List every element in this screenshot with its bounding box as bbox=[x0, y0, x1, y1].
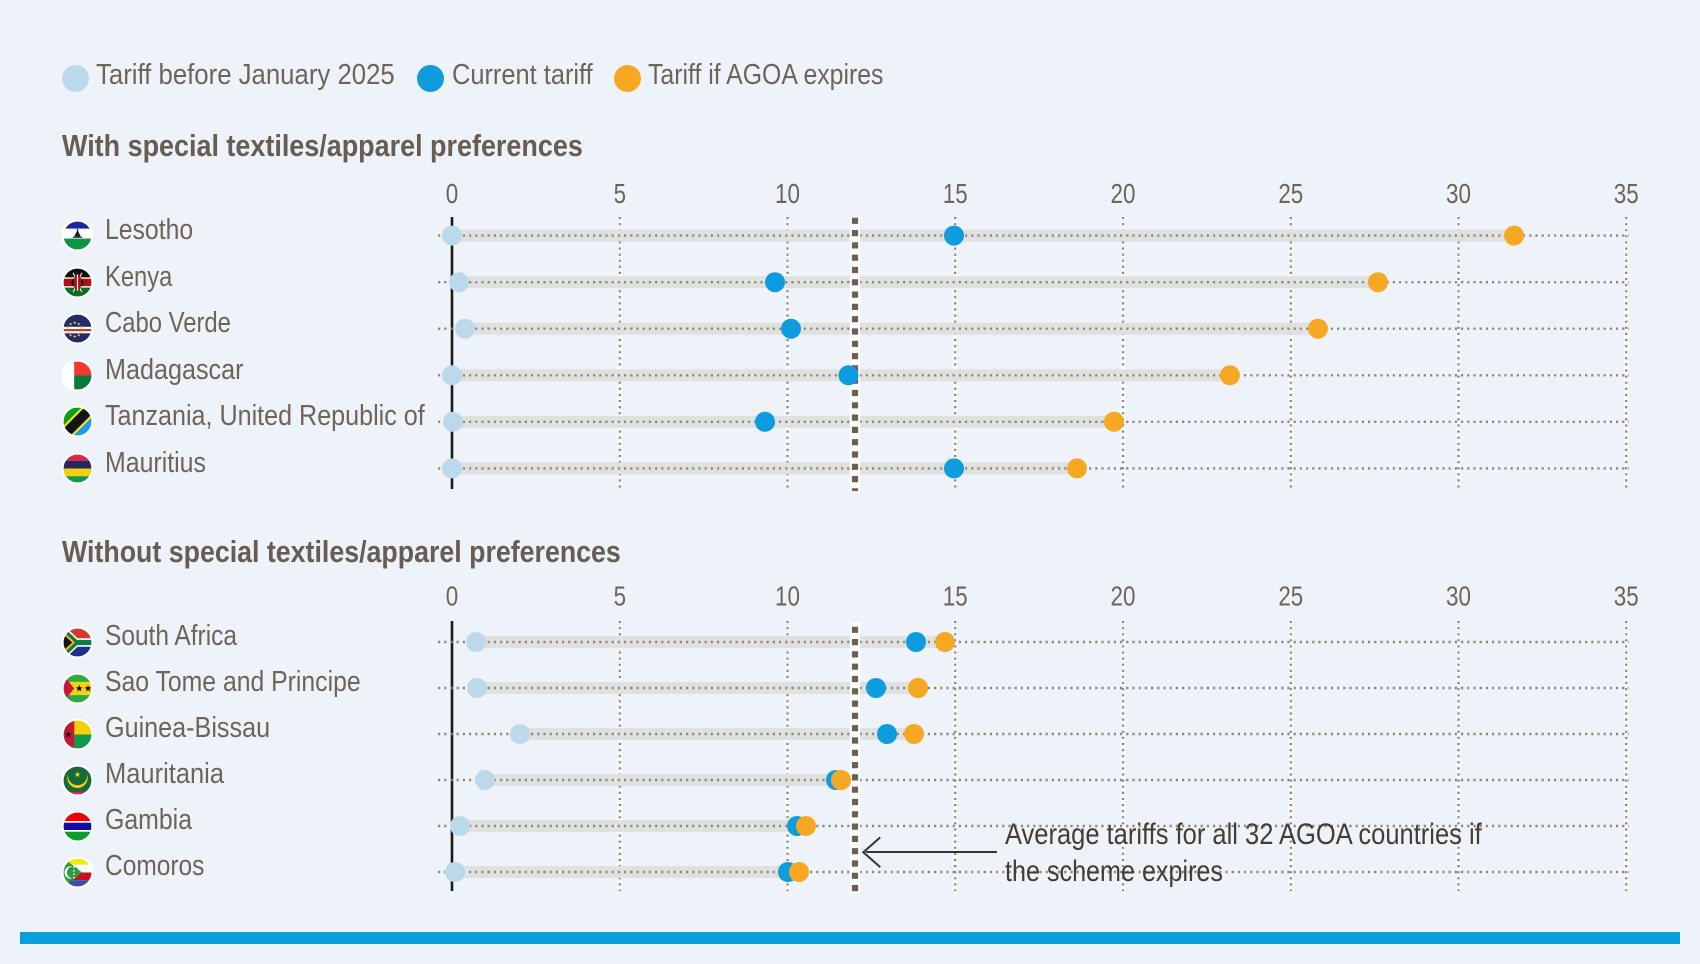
svg-text:25: 25 bbox=[1278, 179, 1303, 210]
svg-text:30: 30 bbox=[1446, 581, 1471, 612]
svg-text:5: 5 bbox=[614, 179, 626, 210]
svg-text:20: 20 bbox=[1111, 581, 1136, 612]
svg-text:15: 15 bbox=[943, 179, 968, 210]
svg-text:35: 35 bbox=[1614, 581, 1639, 612]
svg-text:5: 5 bbox=[614, 581, 626, 612]
svg-text:15: 15 bbox=[943, 581, 968, 612]
svg-text:25: 25 bbox=[1278, 581, 1303, 612]
svg-text:0: 0 bbox=[446, 179, 458, 210]
svg-text:35: 35 bbox=[1614, 179, 1639, 210]
svg-text:20: 20 bbox=[1111, 179, 1136, 210]
svg-text:0: 0 bbox=[446, 581, 458, 612]
svg-text:30: 30 bbox=[1446, 179, 1471, 210]
svg-text:10: 10 bbox=[775, 581, 800, 612]
svg-text:10: 10 bbox=[775, 179, 800, 210]
